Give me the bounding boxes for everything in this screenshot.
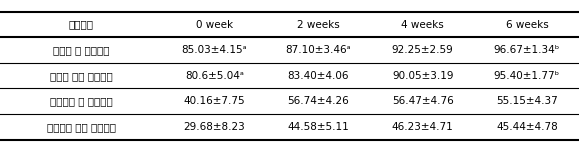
Text: 29.68±8.23: 29.68±8.23 bbox=[184, 122, 245, 132]
Text: 80.6±5.04ᵃ: 80.6±5.04ᵃ bbox=[185, 71, 244, 81]
Text: 56.74±4.26: 56.74±4.26 bbox=[288, 96, 349, 106]
Text: 56.47±4.76: 56.47±4.76 bbox=[392, 96, 453, 106]
Text: 40.16±7.75: 40.16±7.75 bbox=[184, 96, 245, 106]
Text: 45.44±4.78: 45.44±4.78 bbox=[496, 122, 558, 132]
Text: 95.40±1.77ᵇ: 95.40±1.77ᵇ bbox=[494, 71, 560, 81]
Text: 6 weeks: 6 weeks bbox=[505, 20, 548, 30]
Text: 동결정액 총 운동정자: 동결정액 총 운동정자 bbox=[50, 96, 112, 106]
Text: 4 weeks: 4 weeks bbox=[401, 20, 444, 30]
Text: 2 weeks: 2 weeks bbox=[297, 20, 340, 30]
Text: 83.40±4.06: 83.40±4.06 bbox=[288, 71, 349, 81]
Text: 동결정액 직진 운동정자: 동결정액 직진 운동정자 bbox=[46, 122, 116, 132]
Text: 87.10±3.46ᵃ: 87.10±3.46ᵃ bbox=[285, 45, 351, 55]
Text: 46.23±4.71: 46.23±4.71 bbox=[392, 122, 453, 132]
Text: 90.05±3.19: 90.05±3.19 bbox=[392, 71, 453, 81]
Text: 44.58±5.11: 44.58±5.11 bbox=[288, 122, 349, 132]
Text: 평가항목: 평가항목 bbox=[68, 20, 94, 30]
Text: 92.25±2.59: 92.25±2.59 bbox=[392, 45, 453, 55]
Text: 96.67±1.34ᵇ: 96.67±1.34ᵇ bbox=[494, 45, 560, 55]
Text: 55.15±4.37: 55.15±4.37 bbox=[496, 96, 558, 106]
Text: 0 week: 0 week bbox=[196, 20, 233, 30]
Text: 원정액 직진 운동정자: 원정액 직진 운동정자 bbox=[50, 71, 112, 81]
Text: 85.03±4.15ᵃ: 85.03±4.15ᵃ bbox=[181, 45, 247, 55]
Text: 원정액 총 운동정자: 원정액 총 운동정자 bbox=[53, 45, 109, 55]
